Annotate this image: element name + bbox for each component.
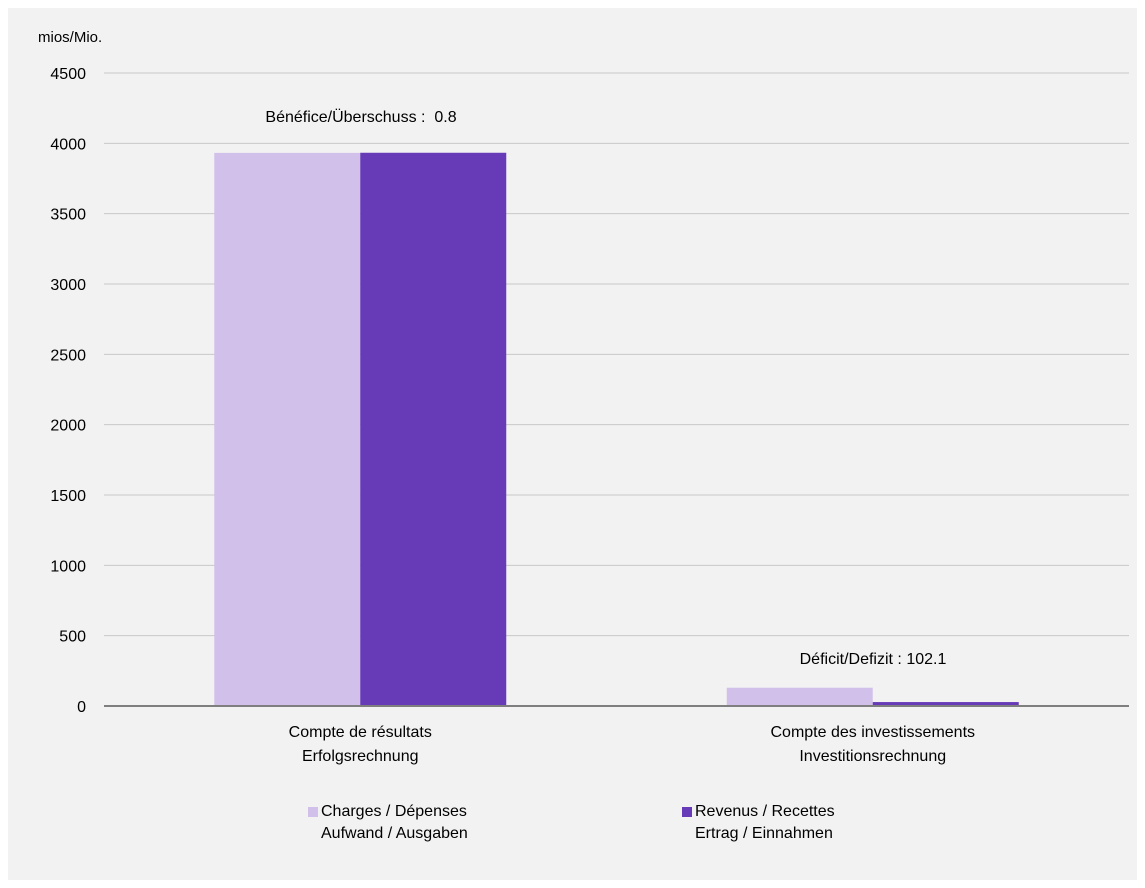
y-tick-label: 4000 <box>50 136 86 153</box>
y-tick-labels: 0 500 1000 1500 2000 2500 3000 3500 4000 4500 <box>50 66 86 716</box>
bar-series-2-category-2 <box>872 702 1019 706</box>
y-tick-label: 3000 <box>50 277 86 294</box>
bar-series-1-category-2 <box>726 687 873 706</box>
y-tick-label: 1500 <box>50 488 86 505</box>
annotation-surplus: Bénéfice/Überschuss : 0.8 <box>265 108 456 126</box>
legend-label: Charges / Dépenses <box>321 803 467 820</box>
annotation-deficit: Déficit/Defizit : 102.1 <box>800 651 947 668</box>
y-tick-label: 0 <box>77 699 86 716</box>
chart-panel <box>8 8 1137 880</box>
bars <box>214 152 1019 706</box>
y-unit-label: mios/Mio. <box>38 29 102 46</box>
bar-series-2-category-1 <box>360 152 507 706</box>
x-category-label: Compte de résultats <box>289 724 432 741</box>
x-category-label: Erfolgsrechnung <box>302 748 419 765</box>
legend-swatch <box>682 807 692 817</box>
bar-series-1-category-1 <box>214 152 361 706</box>
legend: Charges / Dépenses Aufwand / Ausgaben Reve… <box>308 803 835 842</box>
y-tick-label: 2500 <box>50 347 86 364</box>
legend-label: Revenus / Recettes <box>695 803 835 820</box>
x-category-labels: Compte de résultats Erfolgsrechnung Compte… <box>289 724 975 765</box>
y-tick-label: 3500 <box>50 207 86 224</box>
y-tick-label: 1000 <box>50 558 86 575</box>
legend-swatch <box>308 807 318 817</box>
y-tick-label: 4500 <box>50 66 86 83</box>
legend-label: Aufwand / Ausgaben <box>321 825 468 842</box>
legend-label: Ertrag / Einnahmen <box>695 825 833 842</box>
x-category-label: Compte des investissements <box>770 724 975 741</box>
y-tick-label: 500 <box>59 629 86 646</box>
x-category-label: Investitionsrechnung <box>799 748 946 765</box>
y-tick-label: 2000 <box>50 418 86 435</box>
